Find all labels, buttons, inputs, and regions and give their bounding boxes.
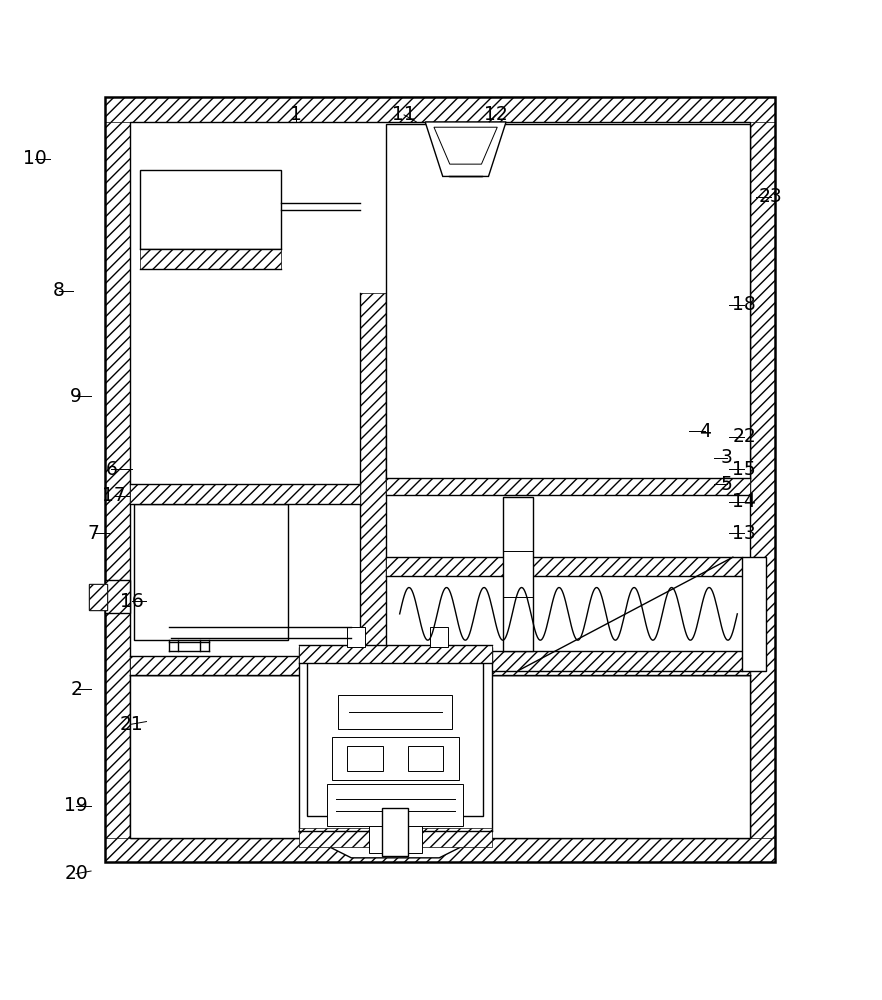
Text: 10: 10: [23, 149, 47, 168]
Bar: [742, 557, 766, 671]
Bar: [299, 645, 492, 663]
Bar: [347, 627, 364, 647]
Text: 16: 16: [120, 592, 144, 611]
Text: 20: 20: [64, 864, 88, 883]
Bar: [140, 170, 281, 249]
Bar: [299, 828, 492, 847]
Polygon shape: [425, 122, 506, 176]
Bar: [89, 584, 107, 610]
Text: 14: 14: [732, 492, 756, 511]
Bar: [751, 97, 775, 862]
Bar: [299, 647, 492, 831]
Text: 13: 13: [732, 524, 756, 543]
Text: 22: 22: [732, 427, 756, 446]
Bar: [369, 826, 422, 853]
Bar: [307, 647, 483, 816]
Text: 12: 12: [483, 105, 507, 124]
Bar: [105, 580, 130, 613]
Text: 19: 19: [64, 796, 88, 815]
Text: 6: 6: [105, 460, 117, 479]
Bar: [89, 584, 107, 610]
Bar: [449, 124, 482, 176]
Bar: [386, 651, 742, 671]
Text: 7: 7: [88, 524, 100, 543]
Polygon shape: [299, 831, 492, 858]
Bar: [386, 478, 751, 495]
Text: 3: 3: [721, 448, 733, 467]
Text: 17: 17: [102, 486, 126, 505]
Bar: [386, 557, 742, 576]
Text: 23: 23: [759, 187, 782, 206]
Bar: [360, 293, 386, 656]
Bar: [503, 497, 534, 651]
Bar: [130, 484, 360, 504]
Bar: [130, 656, 751, 675]
Bar: [105, 97, 775, 862]
Text: 18: 18: [732, 295, 756, 314]
Bar: [130, 122, 751, 838]
Bar: [134, 504, 288, 640]
Bar: [348, 746, 383, 771]
Bar: [430, 627, 448, 647]
Bar: [327, 784, 463, 826]
Text: 8: 8: [53, 281, 64, 300]
Text: 15: 15: [732, 460, 756, 479]
Text: 4: 4: [699, 422, 711, 441]
Polygon shape: [434, 127, 497, 164]
Text: 9: 9: [71, 387, 82, 406]
Bar: [130, 675, 751, 838]
Text: 1: 1: [290, 105, 302, 124]
Bar: [105, 97, 775, 122]
Bar: [105, 580, 130, 613]
Bar: [382, 808, 408, 856]
Bar: [140, 249, 281, 269]
Bar: [105, 838, 775, 862]
Text: 21: 21: [120, 715, 144, 734]
Bar: [105, 97, 130, 862]
Bar: [338, 695, 452, 729]
Text: 11: 11: [392, 105, 416, 124]
Bar: [408, 746, 443, 771]
Bar: [332, 737, 459, 780]
Bar: [386, 124, 751, 480]
Text: 2: 2: [71, 680, 82, 699]
Text: 5: 5: [721, 475, 733, 494]
